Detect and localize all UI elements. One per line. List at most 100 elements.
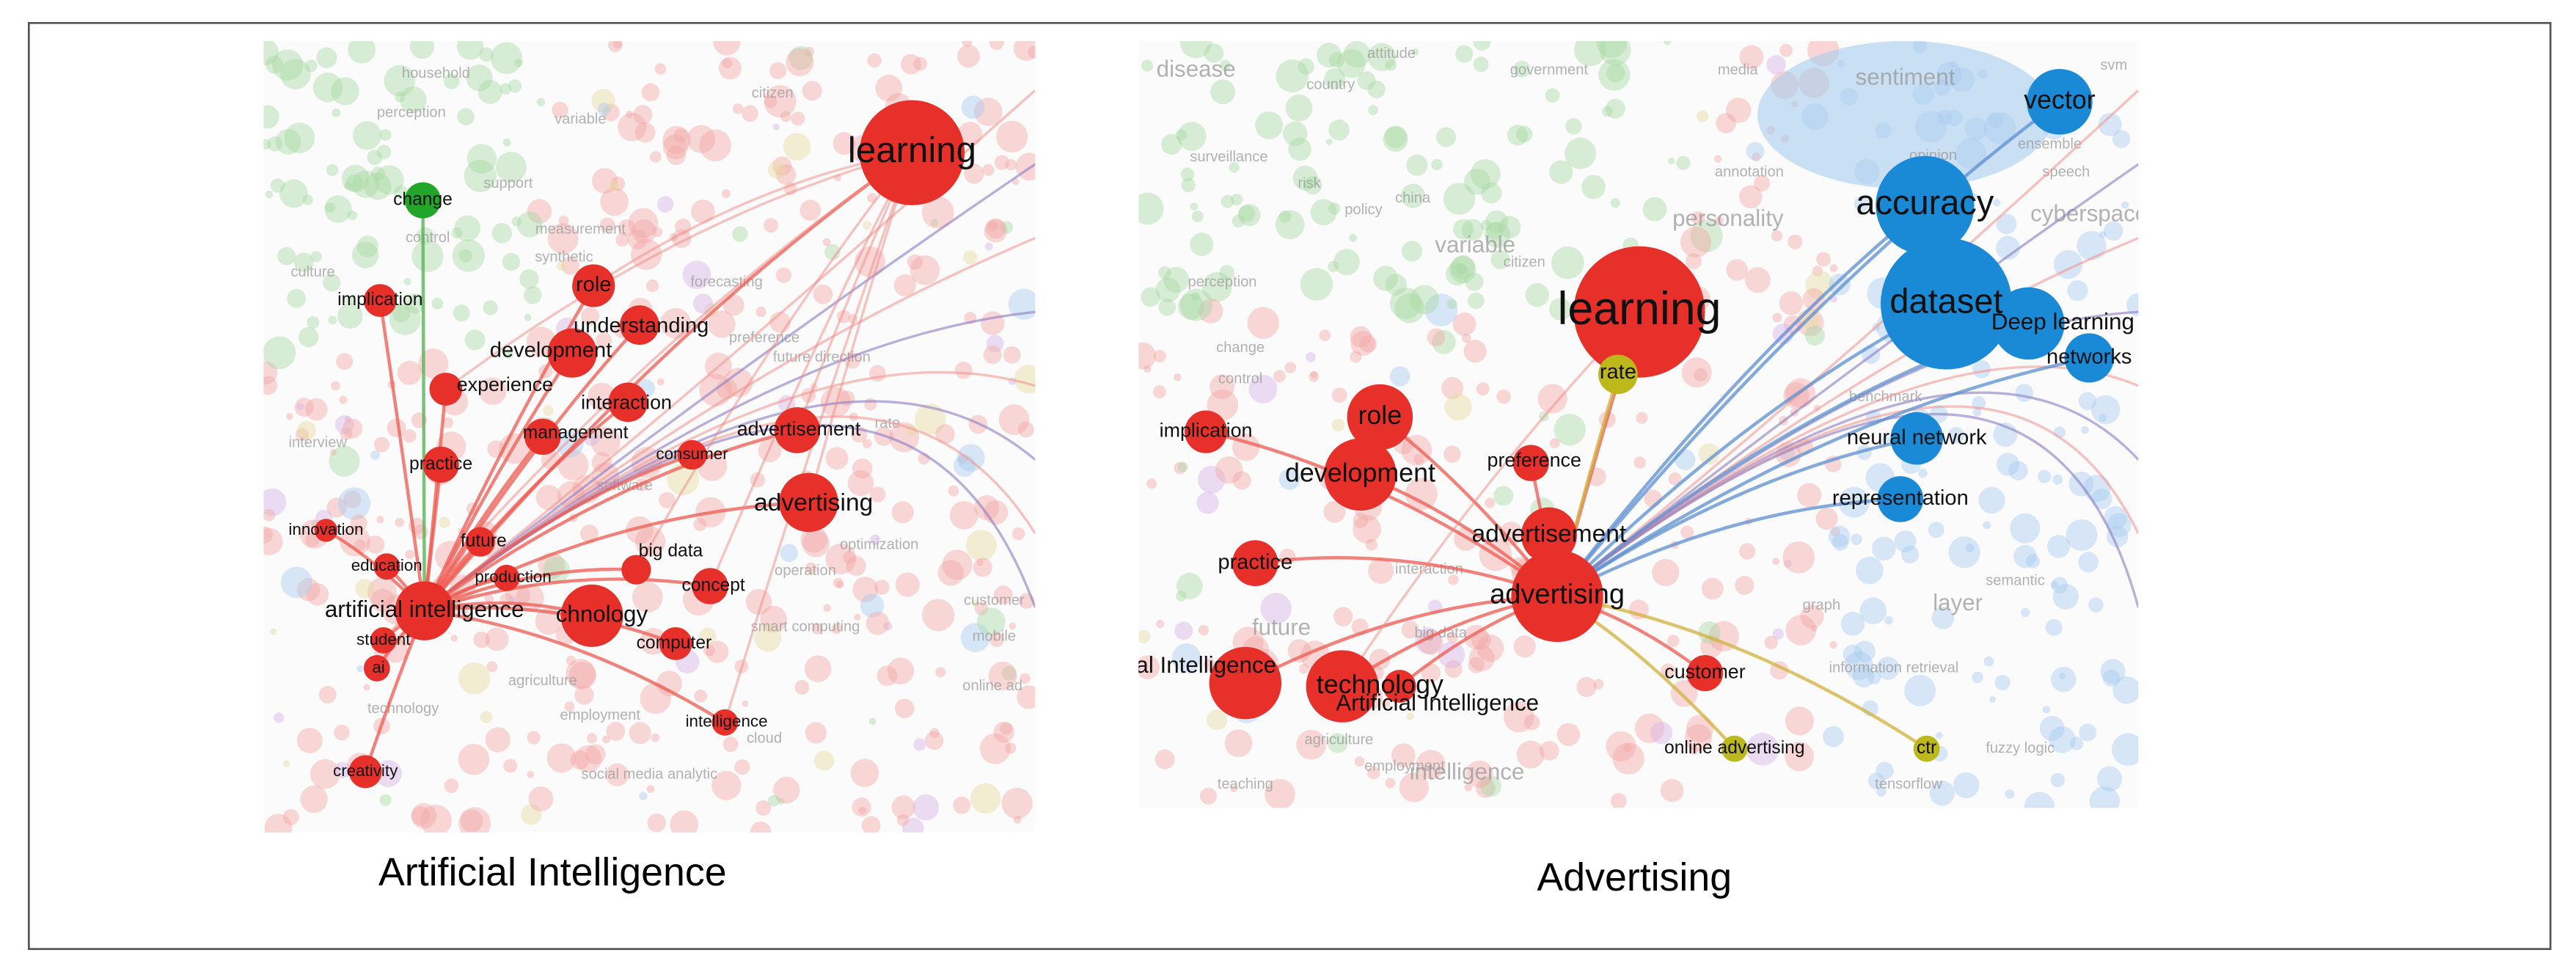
background-node: [403, 277, 411, 285]
node-label: preference: [1488, 449, 1581, 471]
background-node: [486, 661, 498, 673]
background-node: [1406, 154, 1428, 176]
node-label: online advertising: [1664, 738, 1805, 758]
background-node: [352, 121, 382, 150]
background-node: [1633, 456, 1646, 469]
background-node: [1931, 607, 1955, 629]
node: [1686, 655, 1724, 692]
background-node: [264, 814, 293, 833]
node-label: dataset: [1889, 281, 2002, 320]
background-node: [2107, 513, 2132, 538]
background-node: [1001, 665, 1017, 681]
edge: [423, 567, 637, 613]
background-label: agriculture: [508, 673, 577, 689]
background-label: china: [1395, 190, 1431, 206]
background-node: [602, 735, 610, 744]
network-panel: disease attitude country government media sen…: [1073, 40, 2139, 808]
node: [1877, 476, 1924, 522]
background-node: [1153, 349, 1166, 363]
background-node: [574, 685, 594, 705]
background-node: [2112, 676, 2139, 704]
node-label: role: [1358, 401, 1402, 430]
node-label: Artificial Intelligence: [1073, 652, 1276, 678]
background-node: [267, 136, 283, 152]
background-node: [1929, 781, 1955, 806]
background-node: [1174, 373, 1182, 381]
background-node: [1785, 706, 1814, 736]
background-node: [1005, 158, 1017, 171]
node-label: implication: [337, 290, 422, 310]
background-node: [1310, 370, 1318, 379]
background-node: [626, 516, 654, 544]
background-label: sentiment: [1856, 65, 1955, 90]
background-node: [1851, 533, 1862, 546]
background-node: [1441, 377, 1464, 400]
node-label: chnology: [556, 602, 648, 627]
background-node: [1350, 331, 1376, 356]
caption: Artificial Intelligence: [378, 850, 727, 894]
background-label: personality: [1672, 205, 1784, 231]
background-node: [343, 418, 363, 439]
background-label: attitude: [1367, 45, 1416, 62]
background-node: [1859, 597, 1887, 624]
background-node: [769, 62, 787, 79]
background-node: [1013, 40, 1036, 61]
background-node: [639, 792, 648, 800]
background-node: [1831, 527, 1840, 537]
background-node: [1385, 274, 1407, 296]
background-node: [263, 105, 279, 129]
background-node: [300, 785, 328, 814]
background-node: [2081, 425, 2089, 434]
background-node: [1549, 438, 1560, 449]
background-node: [1739, 543, 1756, 560]
background-node: [1823, 726, 1844, 748]
background-node: [524, 313, 532, 321]
background-node: [1353, 512, 1369, 528]
background-label: smart computing: [751, 618, 860, 635]
background-node: [1996, 453, 2020, 476]
background-node: [1815, 508, 1838, 530]
background-node: [1144, 365, 1152, 373]
background-node: [2045, 618, 2063, 636]
background-node: [564, 701, 575, 712]
node-label: neural network: [1847, 425, 1987, 449]
background-node: [780, 111, 791, 123]
node-label: learning: [1557, 283, 1721, 335]
background-node: [755, 800, 772, 816]
background-node: [491, 222, 513, 244]
background-node: [1325, 138, 1333, 145]
node-label: artificial intelligence: [325, 596, 524, 622]
background-node: [1468, 292, 1485, 310]
node: [1521, 507, 1577, 563]
background-node: [922, 599, 955, 632]
background-node: [722, 737, 739, 753]
background-node: [718, 56, 742, 80]
background-node: [2112, 130, 2131, 148]
background-node: [895, 572, 920, 597]
background-node: [772, 776, 800, 804]
background-node: [760, 605, 787, 633]
background-node: [1299, 664, 1309, 674]
background-node: [1772, 313, 1782, 323]
edge: [422, 285, 596, 612]
node: [1573, 246, 1705, 378]
background-node: [443, 73, 460, 89]
background-node: [367, 150, 383, 166]
background-node: [1904, 674, 1936, 706]
background-node: [2099, 414, 2107, 423]
background-node: [599, 217, 615, 233]
node: [370, 626, 397, 654]
node: [711, 709, 739, 736]
background-node: [458, 662, 491, 695]
background-node: [825, 543, 857, 574]
background-node: [296, 578, 321, 602]
background-node: [1278, 210, 1292, 223]
node: [1306, 650, 1379, 723]
background-node: [2088, 597, 2104, 613]
background-node: [1992, 199, 2001, 207]
background-node: [1473, 40, 1491, 51]
background-node: [547, 223, 579, 255]
cluster-haze: [1757, 40, 2053, 189]
background-node: [1190, 202, 1199, 211]
background-node: [1180, 288, 1213, 321]
